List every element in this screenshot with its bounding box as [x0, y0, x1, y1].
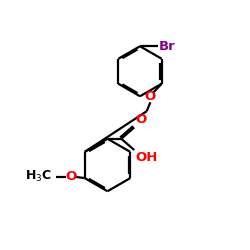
Text: O: O	[145, 90, 156, 103]
Text: O: O	[66, 170, 77, 183]
Text: O: O	[135, 113, 146, 126]
Text: OH: OH	[135, 151, 158, 164]
Text: H$_3$C: H$_3$C	[25, 169, 52, 184]
Text: Br: Br	[159, 40, 176, 53]
